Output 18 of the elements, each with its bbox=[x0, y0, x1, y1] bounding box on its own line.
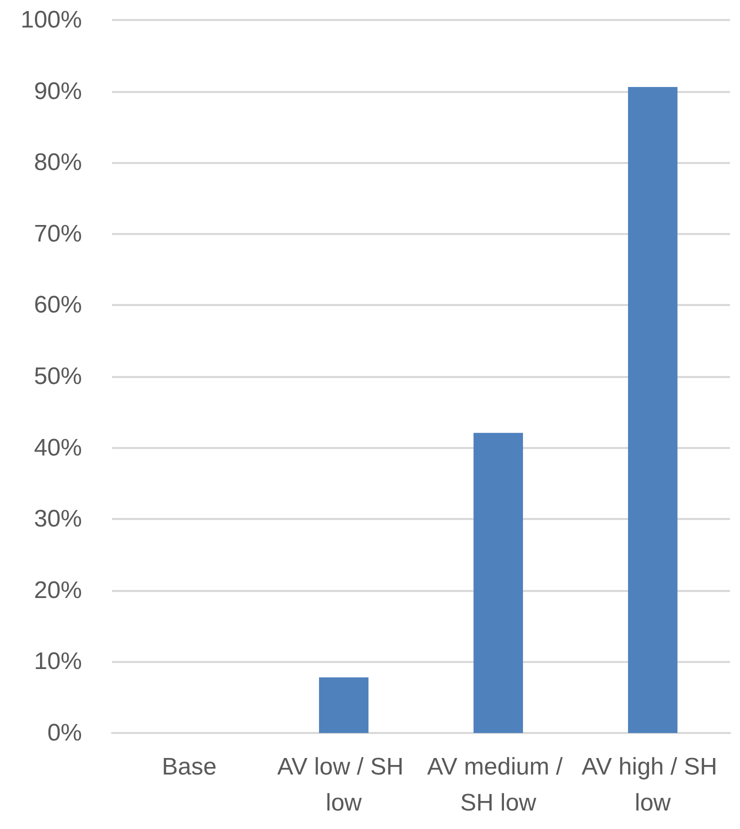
x-tick-label: AV high / SH low bbox=[582, 754, 724, 816]
y-tick-label: 100% bbox=[20, 6, 82, 34]
y-tick-label: 80% bbox=[34, 149, 82, 176]
y-tick-label: 90% bbox=[34, 78, 82, 105]
y-tick-label: 60% bbox=[34, 292, 82, 319]
y-tick-label: 40% bbox=[34, 434, 82, 462]
y-tick-label: 70% bbox=[34, 220, 82, 248]
bar bbox=[474, 432, 523, 733]
x-tick-label: AV low / SH low bbox=[277, 754, 410, 816]
y-tick-label: 50% bbox=[34, 363, 82, 390]
x-tick-label: AV medium / SH low bbox=[427, 754, 570, 816]
x-tick-label: Base bbox=[162, 754, 217, 780]
bar bbox=[628, 87, 678, 733]
y-tick-label: 20% bbox=[34, 576, 82, 604]
bar bbox=[319, 677, 368, 733]
y-tick-label: 10% bbox=[34, 648, 82, 676]
y-tick-label: 0% bbox=[47, 720, 82, 746]
y-tick-label: 30% bbox=[34, 506, 82, 533]
